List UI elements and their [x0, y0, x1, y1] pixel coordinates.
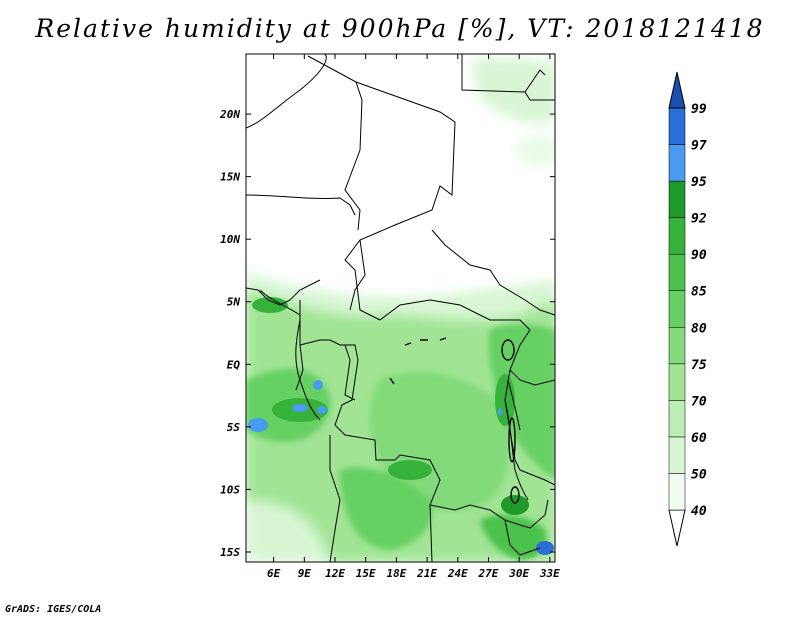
- y-tick-label: 5S: [227, 421, 241, 434]
- colorbar-box: [668, 400, 686, 438]
- lakes: [389, 337, 520, 504]
- colorbar-label: 75: [691, 358, 707, 373]
- colorbar-box: [668, 327, 686, 365]
- map-frame: [245, 53, 556, 563]
- colorbar-label: 90: [691, 248, 707, 263]
- chart-title: Relative humidity at 900hPa [%], VT: 201…: [35, 14, 765, 43]
- y-tick-label: 15S: [220, 546, 240, 559]
- grads-credit: GrADS: IGES/COLA: [5, 604, 102, 615]
- x-tick-label: 9E: [298, 567, 312, 580]
- colorbar-label: 95: [691, 175, 707, 190]
- x-tick-label: 27E: [478, 567, 499, 580]
- x-axis: 6E 9E 12E 15E 18E 21E 24E 27E 30E 33E: [267, 54, 560, 580]
- rh-95-patches: [248, 380, 554, 555]
- colorbar-box: [668, 107, 686, 145]
- x-tick-label: 24E: [447, 567, 468, 580]
- x-tick-label: 18E: [386, 567, 406, 580]
- x-tick-label: 12E: [325, 567, 345, 580]
- colorbar-label: 97: [691, 139, 707, 154]
- y-axis: 20N 15N 10N 5N EQ 5S 10S 15S: [219, 108, 555, 559]
- x-tick-label: 33E: [539, 567, 560, 580]
- colorbar-box: [668, 253, 686, 291]
- colorbar-label: 85: [691, 285, 707, 300]
- colorbar-upper-extend: [668, 71, 686, 109]
- colorbar-box: [668, 363, 686, 401]
- y-tick-label: 15N: [220, 171, 240, 184]
- colorbar-label: 60: [691, 431, 707, 446]
- colorbar-label: 92: [691, 212, 707, 227]
- colorbar-label: 50: [691, 467, 707, 482]
- colorbar-box: [668, 473, 686, 511]
- x-tick-label: 21E: [416, 567, 437, 580]
- y-tick-label: EQ: [227, 358, 241, 371]
- colorbar-box: [668, 290, 686, 328]
- x-tick-label: 15E: [356, 567, 376, 580]
- colorbar-lower-extend: [668, 509, 686, 547]
- y-tick-label: 20N: [219, 108, 240, 121]
- colorbar-label: 80: [691, 321, 707, 336]
- colorbar-box: [668, 217, 686, 255]
- x-tick-label: 6E: [267, 567, 281, 580]
- colorbar-box: [668, 180, 686, 218]
- colorbar-box: [668, 144, 686, 182]
- y-tick-label: 10S: [220, 483, 240, 496]
- y-tick-label: 10N: [220, 233, 240, 246]
- colorbar-label: 40: [691, 504, 707, 519]
- humidity-field: [246, 54, 555, 562]
- colorbar-label: 99: [691, 102, 707, 117]
- y-tick-label: 5N: [227, 296, 241, 309]
- x-tick-label: 30E: [508, 567, 529, 580]
- colorbar-box: [668, 436, 686, 474]
- colorbar: 40 50 60 70 75 80 85 90 92 95 97 99: [668, 71, 707, 547]
- colorbar-label: 70: [691, 394, 707, 409]
